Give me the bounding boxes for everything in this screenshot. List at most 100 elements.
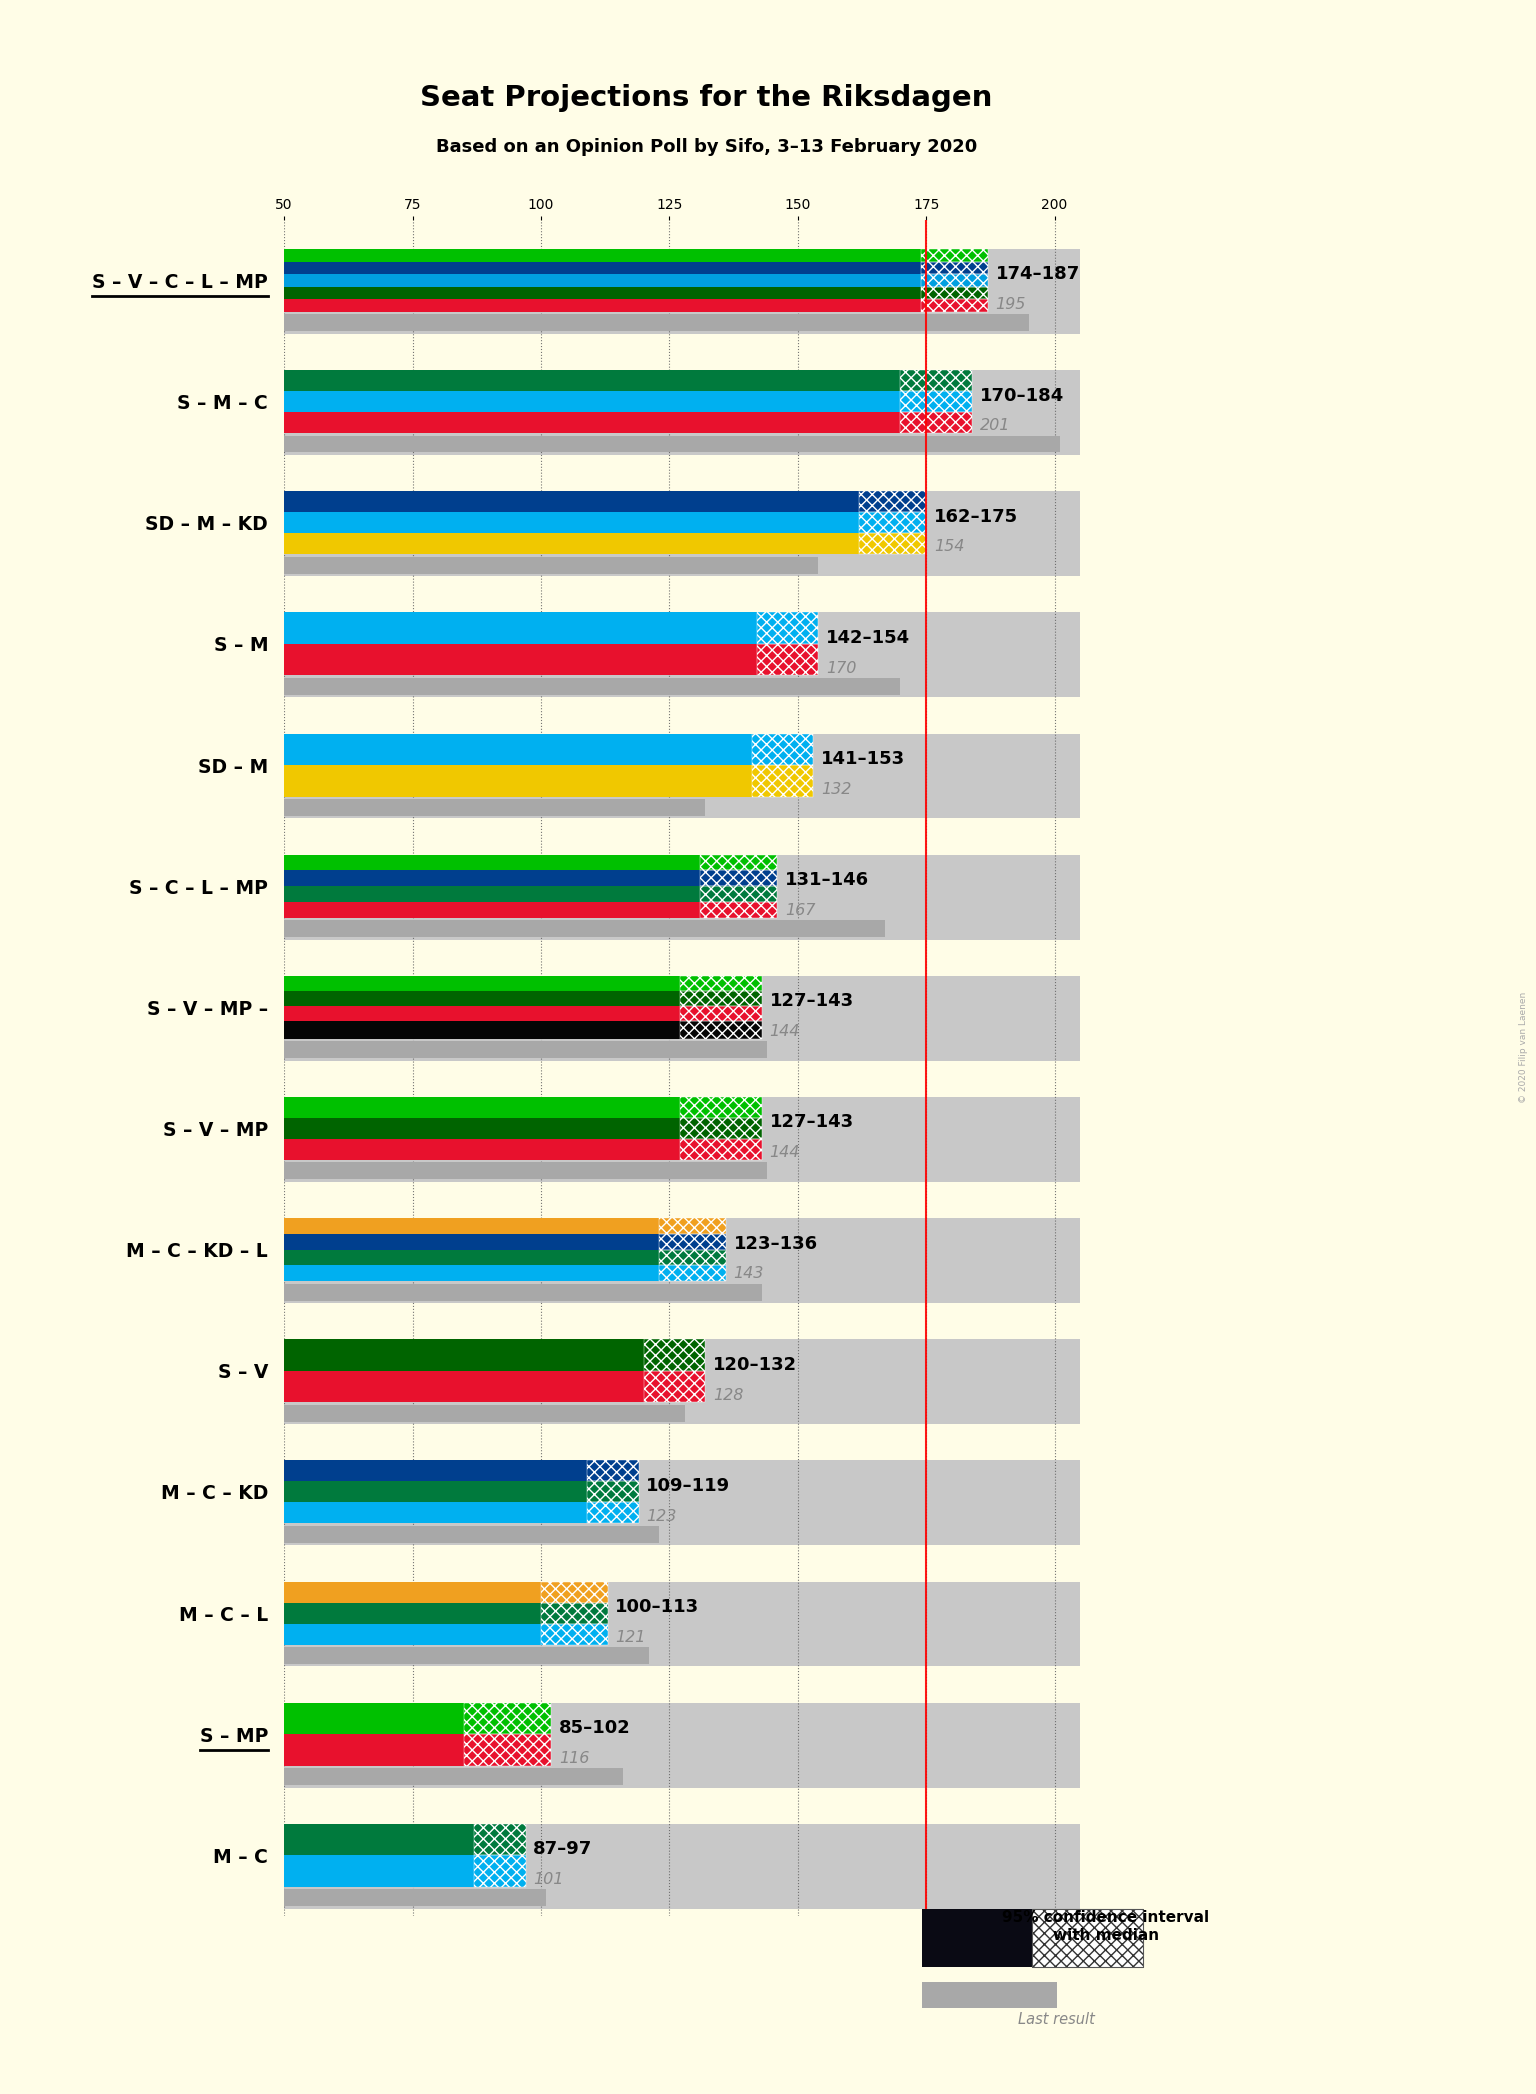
Bar [284, 392, 900, 413]
Bar [284, 1139, 679, 1160]
Bar [587, 1480, 639, 1503]
Bar [541, 1581, 608, 1602]
Bar [659, 1265, 727, 1282]
Bar [284, 645, 757, 676]
Bar [900, 392, 972, 413]
Bar [922, 1983, 1057, 2008]
Bar [860, 513, 926, 534]
Text: 142–154: 142–154 [826, 628, 911, 647]
Bar [284, 871, 700, 886]
Bar [284, 1855, 475, 1887]
Bar [541, 1623, 608, 1644]
Bar [475, 1824, 525, 1855]
Bar [284, 1005, 679, 1022]
Bar [284, 1284, 762, 1300]
Bar [541, 1602, 608, 1623]
Bar [860, 534, 926, 555]
Bar [284, 1503, 587, 1524]
Text: Based on an Opinion Poll by Sifo, 3–13 February 2020: Based on an Opinion Poll by Sifo, 3–13 F… [436, 138, 977, 157]
Text: 154: 154 [934, 540, 965, 555]
Bar [284, 287, 922, 299]
Bar [922, 287, 988, 299]
Bar [284, 1824, 1080, 1910]
Bar [284, 371, 1080, 454]
Bar [679, 1139, 762, 1160]
Bar [284, 1022, 679, 1039]
Text: 116: 116 [559, 1751, 590, 1765]
Bar [284, 299, 922, 312]
Bar [284, 1162, 766, 1179]
Bar [284, 919, 885, 938]
Bar [284, 990, 679, 1005]
Bar [700, 886, 777, 903]
Bar [700, 903, 777, 917]
Bar [700, 903, 777, 917]
Bar [284, 1702, 464, 1734]
Bar [284, 733, 751, 764]
Bar [860, 513, 926, 534]
Text: 167: 167 [785, 903, 816, 917]
Bar [284, 534, 860, 555]
Bar [1032, 1910, 1143, 1968]
Bar [284, 800, 705, 817]
Bar [475, 1855, 525, 1887]
Text: 195: 195 [995, 297, 1026, 312]
Text: 123: 123 [647, 1508, 677, 1524]
Bar [900, 392, 972, 413]
Bar [284, 413, 900, 433]
Bar [284, 1889, 547, 1906]
Bar [679, 976, 762, 990]
Bar [644, 1340, 705, 1372]
Text: Seat Projections for the Riksdagen: Seat Projections for the Riksdagen [421, 84, 992, 111]
Text: 101: 101 [533, 1872, 564, 1887]
Bar [541, 1581, 608, 1602]
Bar [284, 1340, 644, 1372]
Bar [284, 678, 900, 695]
Bar [475, 1824, 525, 1855]
Bar [284, 1265, 659, 1282]
Bar [284, 903, 700, 917]
Bar [757, 611, 819, 645]
Bar [464, 1702, 551, 1734]
Bar [541, 1623, 608, 1644]
Text: 87–97: 87–97 [533, 1841, 593, 1857]
Bar [284, 1372, 644, 1403]
Bar [922, 1910, 1032, 1968]
Bar [284, 886, 700, 903]
Bar [284, 854, 1080, 940]
Text: 128: 128 [713, 1388, 743, 1403]
Bar [284, 1460, 1080, 1545]
Bar [700, 871, 777, 886]
Bar [284, 1480, 587, 1503]
Bar [659, 1250, 727, 1265]
Bar [900, 371, 972, 392]
Bar [284, 314, 1029, 331]
Bar [284, 1824, 475, 1855]
Bar [284, 1734, 464, 1765]
Bar [679, 1139, 762, 1160]
Bar [922, 262, 988, 274]
Bar [284, 1340, 1080, 1424]
Text: 170–184: 170–184 [980, 387, 1064, 404]
Bar [679, 1118, 762, 1139]
Text: 120–132: 120–132 [713, 1355, 797, 1374]
Bar [659, 1219, 727, 1233]
Bar [284, 976, 1080, 1062]
Bar [587, 1503, 639, 1524]
Bar [284, 1602, 541, 1623]
Bar [679, 1005, 762, 1022]
Bar [284, 1581, 1080, 1667]
Bar [751, 764, 813, 796]
Text: 85–102: 85–102 [559, 1719, 631, 1738]
Text: © 2020 Filip van Laenen: © 2020 Filip van Laenen [1519, 990, 1528, 1104]
Bar [922, 274, 988, 287]
Text: 109–119: 109–119 [647, 1476, 731, 1495]
Bar [464, 1734, 551, 1765]
Bar [860, 534, 926, 555]
Bar [679, 990, 762, 1005]
Text: 170: 170 [826, 660, 857, 676]
Bar [900, 413, 972, 433]
Bar [284, 733, 1080, 819]
Bar [541, 1602, 608, 1623]
Bar [587, 1480, 639, 1503]
